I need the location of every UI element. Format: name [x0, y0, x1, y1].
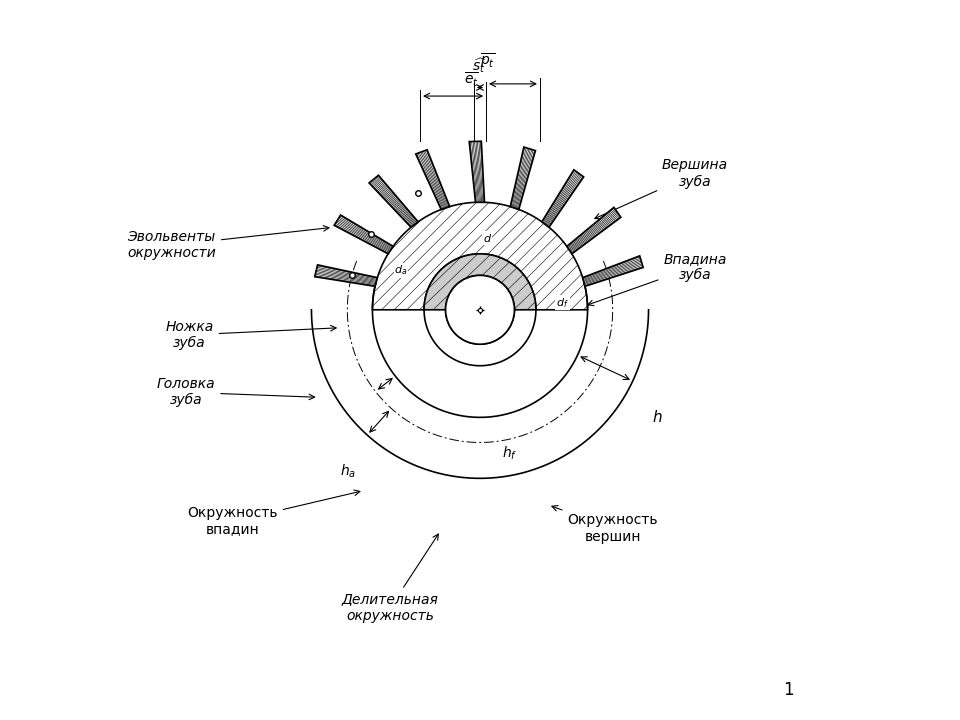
Polygon shape	[334, 215, 394, 254]
Text: $h_f$: $h_f$	[501, 444, 517, 462]
Text: $h$: $h$	[652, 410, 662, 426]
Polygon shape	[583, 256, 643, 287]
Text: $\overline{e_t}$: $\overline{e_t}$	[464, 70, 478, 89]
Polygon shape	[566, 207, 621, 254]
Circle shape	[445, 275, 515, 344]
Polygon shape	[511, 147, 536, 210]
Text: Вершина
зуба: Вершина зуба	[595, 158, 729, 219]
Text: $\widehat{s_t}$: $\widehat{s_t}$	[472, 56, 488, 75]
Text: Окружность
вершин: Окружность вершин	[552, 505, 658, 544]
Polygon shape	[369, 175, 419, 228]
Polygon shape	[416, 150, 449, 210]
Polygon shape	[541, 170, 584, 228]
Text: $d_f$: $d_f$	[556, 296, 569, 310]
Text: Делительная
окружность: Делительная окружность	[342, 534, 439, 623]
Text: $h_a$: $h_a$	[340, 462, 356, 480]
Text: Головка
зуба: Головка зуба	[156, 377, 315, 408]
Text: Ножка
зуба: Ножка зуба	[165, 320, 336, 350]
Polygon shape	[372, 202, 588, 310]
Text: Впадина
зуба: Впадина зуба	[588, 251, 727, 305]
Polygon shape	[469, 141, 485, 202]
Text: $d_a$: $d_a$	[395, 264, 408, 277]
Text: Окружность
впадин: Окружность впадин	[187, 490, 360, 536]
Text: $\overline{p_t}$: $\overline{p_t}$	[480, 52, 495, 71]
Text: Эвольвенты
окружности: Эвольвенты окружности	[128, 225, 329, 261]
Text: $d$: $d$	[483, 232, 492, 244]
Text: 1: 1	[783, 681, 794, 699]
Polygon shape	[424, 254, 536, 310]
Polygon shape	[315, 265, 377, 287]
